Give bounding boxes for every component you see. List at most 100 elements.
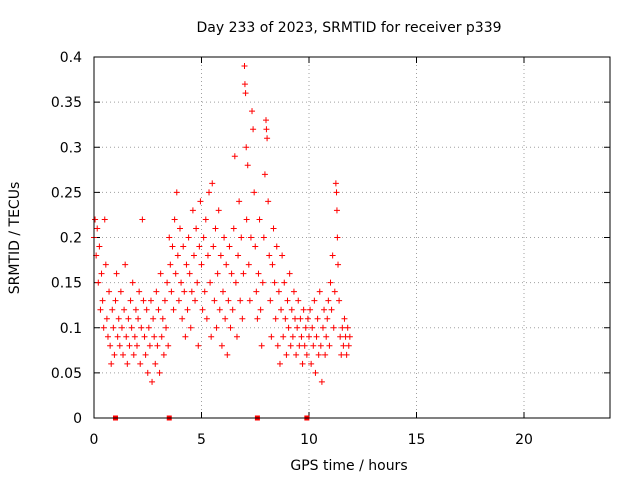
- data-point: [167, 261, 174, 268]
- data-point: [123, 333, 130, 340]
- data-point: [160, 351, 167, 358]
- data-point: [156, 369, 163, 376]
- data-point: [318, 378, 325, 385]
- data-point: [158, 333, 165, 340]
- data-point: [250, 126, 257, 133]
- data-point: [209, 180, 216, 187]
- y-tick-label: 0: [73, 411, 82, 427]
- data-point: [249, 108, 256, 115]
- data-point: [206, 189, 213, 196]
- data-point: [124, 360, 131, 367]
- data-point: [275, 288, 282, 295]
- data-points: [91, 63, 353, 385]
- data-point: [200, 234, 207, 241]
- data-point: [220, 288, 226, 295]
- data-point: [179, 315, 186, 322]
- data-point: [215, 207, 222, 214]
- data-point: [183, 261, 190, 268]
- data-point: [341, 315, 348, 322]
- chart-title: Day 233 of 2023, SRMTID for receiver p33…: [196, 20, 501, 36]
- data-point: [207, 279, 214, 286]
- data-point: [103, 315, 110, 322]
- data-point: [322, 351, 329, 358]
- data-point: [155, 306, 162, 313]
- data-point: [208, 333, 215, 340]
- data-point: [288, 306, 295, 313]
- data-point: [343, 351, 350, 358]
- data-point: [178, 279, 185, 286]
- data-point: [147, 297, 154, 304]
- data-point: [279, 252, 286, 259]
- data-point: [238, 234, 245, 241]
- data-point: [100, 324, 107, 331]
- data-point: [149, 378, 156, 385]
- data-point: [308, 360, 315, 367]
- data-point: [154, 342, 161, 349]
- data-point: [197, 198, 204, 205]
- data-point: [286, 270, 293, 277]
- data-point: [130, 351, 137, 358]
- data-point: [253, 288, 260, 295]
- data-point: [106, 288, 113, 295]
- data-point: [135, 315, 142, 322]
- data-point: [164, 279, 171, 286]
- data-point: [323, 333, 330, 340]
- data-point: [272, 315, 279, 322]
- data-point: [296, 342, 303, 349]
- data-point: [196, 243, 203, 250]
- data-point: [289, 333, 296, 340]
- data-point: [182, 333, 189, 340]
- data-point: [268, 333, 275, 340]
- data-point: [252, 243, 259, 250]
- data-point: [211, 297, 218, 304]
- data-point: [299, 360, 306, 367]
- data-point: [203, 315, 210, 322]
- data-point: [140, 297, 147, 304]
- data-point: [125, 315, 132, 322]
- data-point: [129, 279, 136, 286]
- data-point: [243, 144, 250, 151]
- data-point: [335, 261, 342, 268]
- data-point: [333, 189, 340, 196]
- x-tick-label: 5: [197, 432, 206, 448]
- data-point: [116, 342, 123, 349]
- data-point: [293, 351, 300, 358]
- data-point: [326, 342, 333, 349]
- data-point: [278, 306, 285, 313]
- data-point: [287, 342, 294, 349]
- plot-frame: [93, 56, 611, 419]
- data-point: [230, 225, 237, 232]
- data-point: [132, 306, 139, 313]
- data-point: [292, 315, 299, 322]
- data-point: [134, 342, 140, 349]
- data-point: [184, 306, 191, 313]
- data-point: [141, 333, 148, 340]
- x-axis-title: GPS time / hours: [290, 458, 407, 474]
- data-point: [222, 315, 229, 322]
- data-point: [254, 315, 261, 322]
- data-point: [175, 297, 182, 304]
- data-point: [107, 342, 114, 349]
- data-point: [169, 243, 176, 250]
- x-tick-label: 0: [90, 432, 99, 448]
- data-point: [256, 216, 263, 223]
- data-point: [280, 333, 287, 340]
- data-point: [269, 261, 276, 268]
- data-point: [329, 252, 336, 259]
- data-point: [300, 306, 307, 313]
- axis-ticks: 0 5 10 15 20 0 0.05 0.1 0.15 0.2 0.25 0.3 0.35 0.4: [51, 50, 610, 448]
- data-point: [247, 234, 254, 241]
- data-point: [315, 351, 322, 358]
- data-point: [142, 351, 149, 358]
- data-point: [224, 351, 231, 358]
- data-point: [337, 333, 344, 340]
- data-point: [311, 297, 318, 304]
- data-point: [267, 297, 274, 304]
- data-point: [95, 279, 102, 286]
- data-point: [307, 306, 314, 313]
- data-point: [127, 297, 134, 304]
- data-point: [314, 315, 321, 322]
- data-point: [199, 306, 206, 313]
- data-point: [94, 225, 101, 232]
- data-point: [327, 279, 334, 286]
